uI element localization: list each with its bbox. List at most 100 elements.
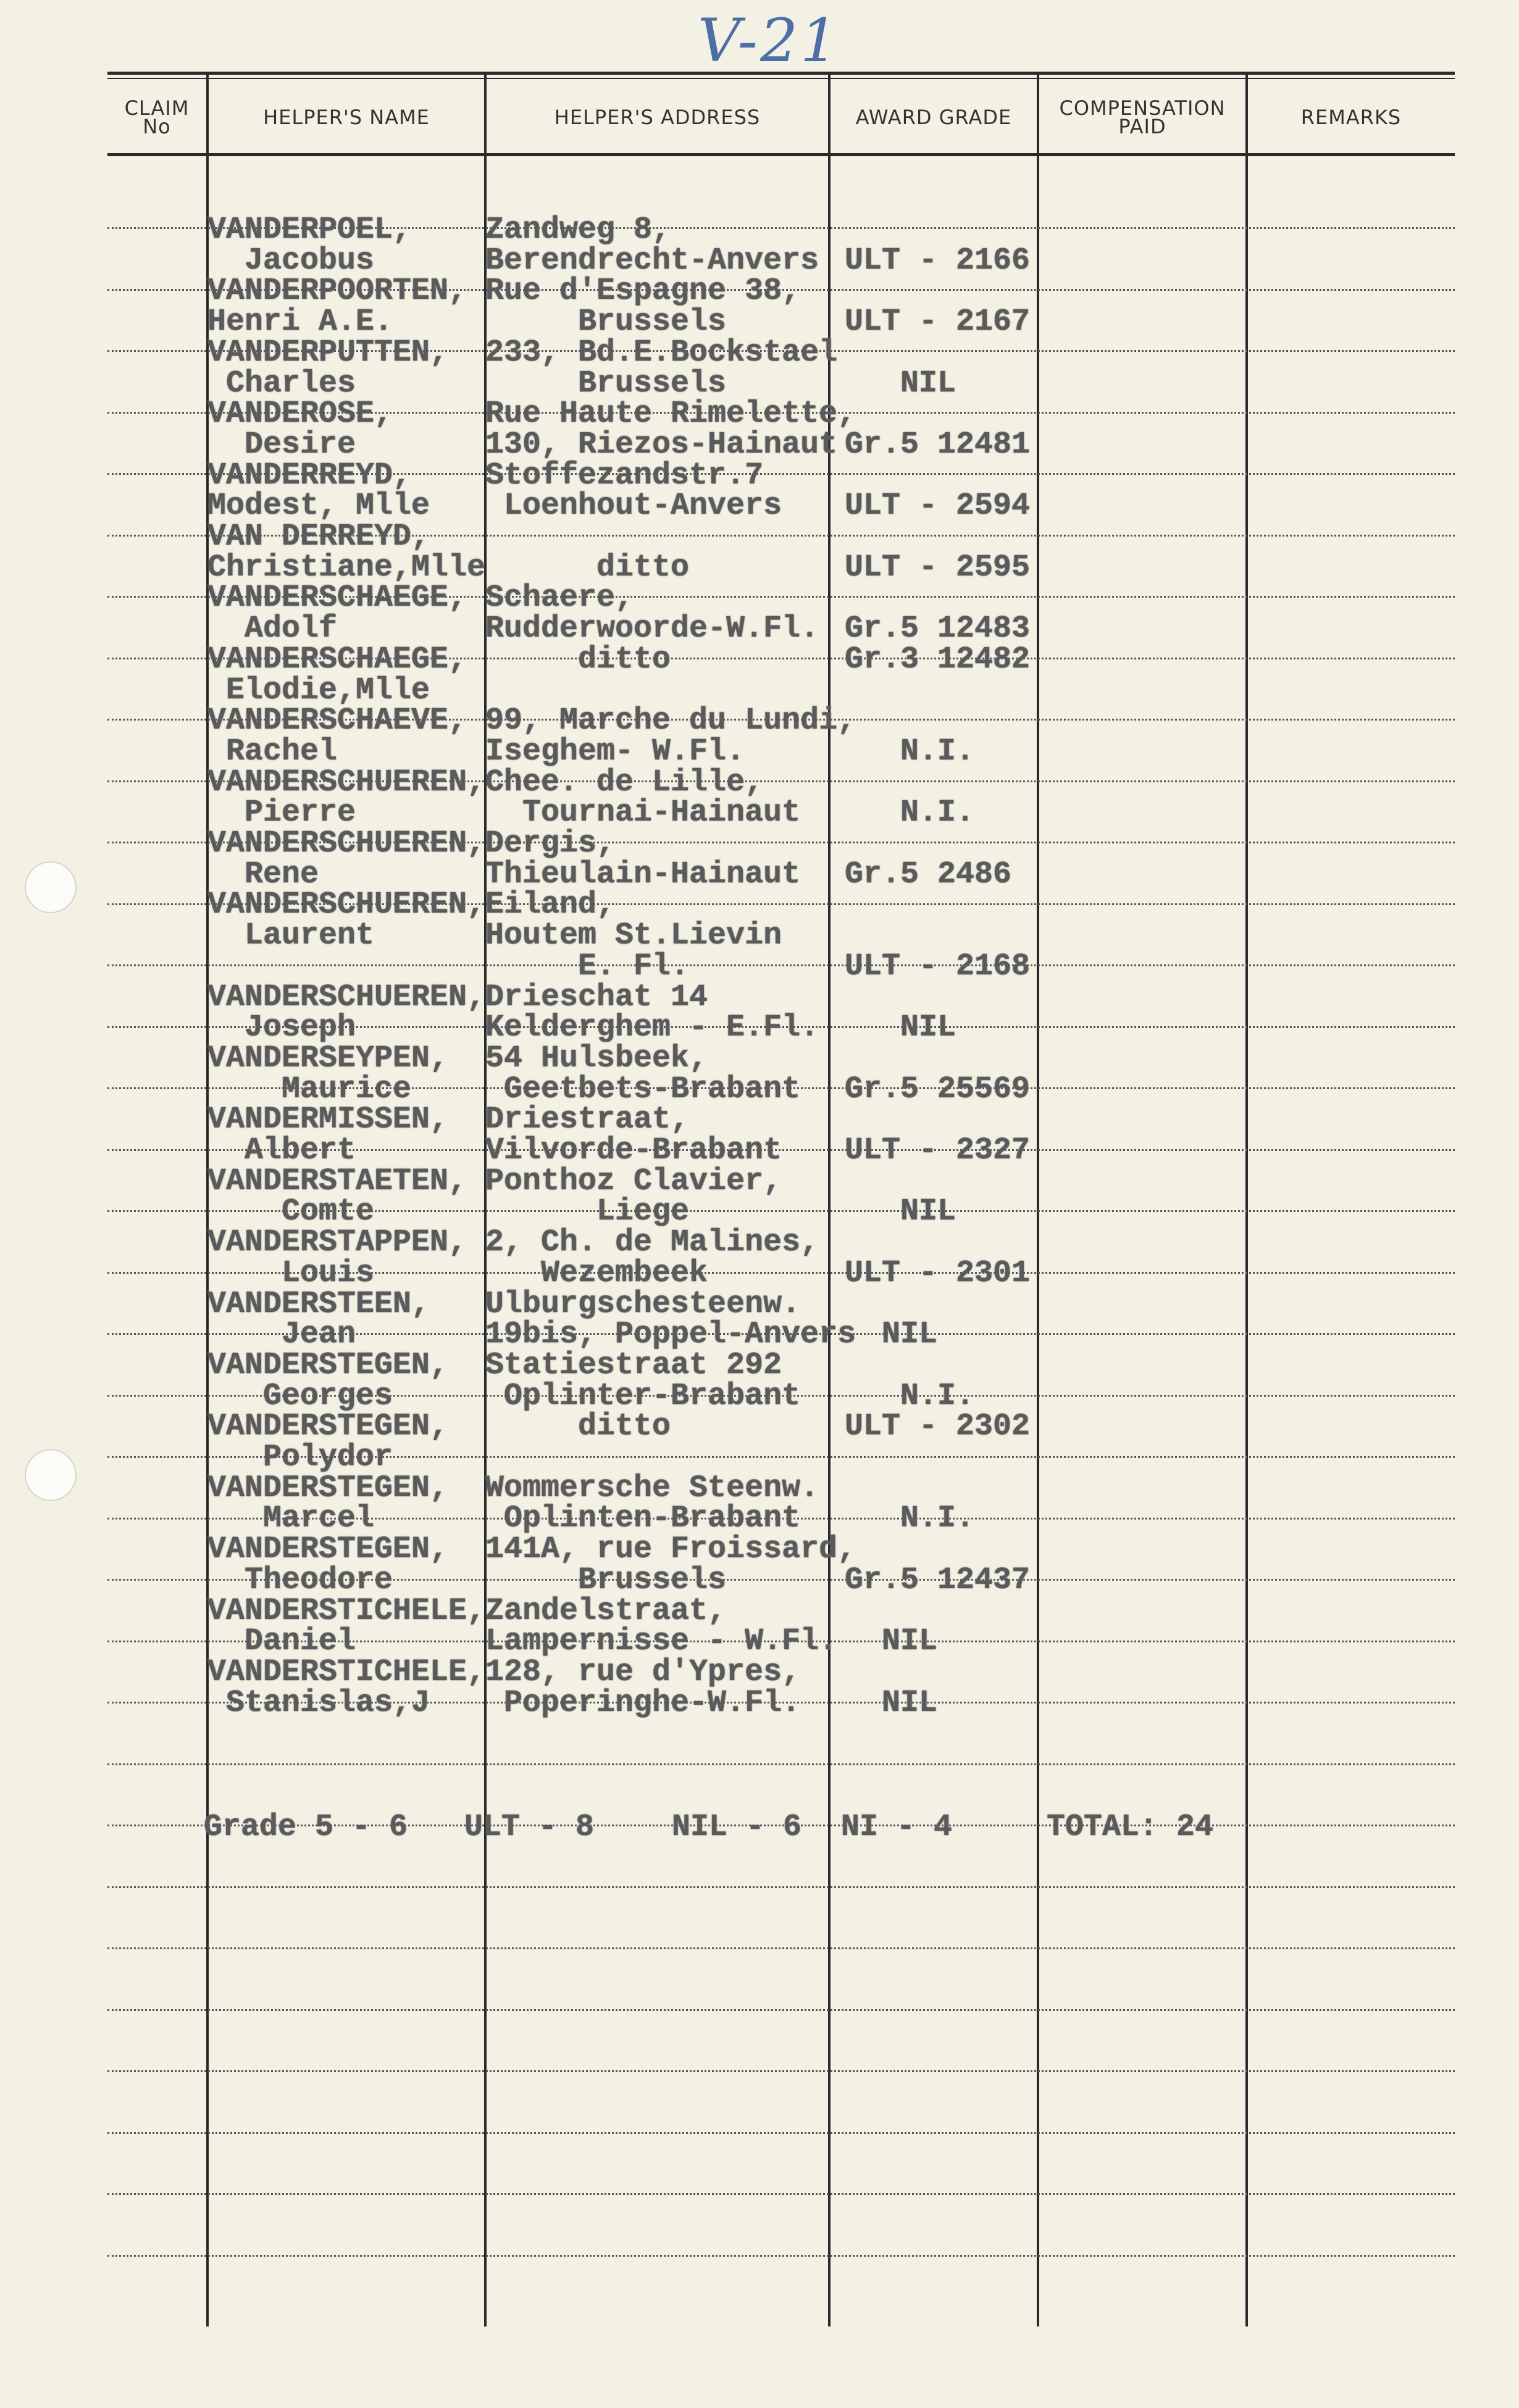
helper-address-text: Brussels bbox=[485, 366, 727, 401]
helper-address-text: Lampernisse - W.Fl. bbox=[485, 1624, 838, 1660]
helper-address-text: Eiland, bbox=[485, 887, 616, 923]
helper-name-text: Henri A.E. bbox=[207, 304, 393, 340]
header-claim-no: CLAIM No bbox=[124, 96, 190, 138]
helper-name-text: VANDERSEYPEN, bbox=[207, 1040, 449, 1076]
helper-name-text: VANDERSTEGEN, bbox=[207, 1470, 449, 1506]
ruled-line bbox=[107, 842, 1455, 843]
helper-address-text: Statiestraat 292 bbox=[485, 1347, 782, 1383]
helper-name-text: Adolf bbox=[207, 611, 338, 647]
header-award-grade: AWARD GRADE bbox=[855, 106, 1012, 129]
ruled-line bbox=[107, 1517, 1455, 1520]
helper-address-text: Oplinten-Brabant bbox=[485, 1501, 801, 1537]
helper-name-text: Marcel bbox=[207, 1501, 375, 1537]
helper-name-text: VANDERSCHAEGE, bbox=[207, 642, 467, 677]
ruled-line bbox=[107, 780, 1455, 782]
helper-name-text: Georges bbox=[207, 1378, 393, 1414]
award-grade-text: N.I. bbox=[845, 795, 975, 831]
helper-name-text: Daniel bbox=[207, 1624, 356, 1660]
helper-name-text: VANDERSTEGEN, bbox=[207, 1347, 449, 1383]
top-rule-thin bbox=[107, 78, 1455, 79]
helper-address-text: Iseghem- W.Fl. bbox=[485, 734, 745, 769]
helper-name-text: VANDERSCHUEREN, bbox=[207, 826, 486, 861]
helper-address-text: Rudderwoorde-W.Fl. bbox=[485, 611, 819, 647]
award-grade-text: NIL bbox=[845, 1010, 956, 1046]
helper-name-text: VANDERSCHUEREN, bbox=[207, 887, 486, 923]
helper-name-text: VANDERSTICHELE, bbox=[207, 1654, 486, 1690]
helper-address-text: Ulburgschesteenw. bbox=[485, 1286, 801, 1322]
ruled-line bbox=[107, 1825, 1455, 1826]
punch-hole bbox=[25, 861, 77, 913]
award-grade-text: N.I. bbox=[845, 734, 975, 769]
helper-name-text: VANDERSCHUEREN, bbox=[207, 979, 486, 1015]
award-grade-text: ULT - 2301 bbox=[845, 1255, 1031, 1291]
award-grade-text: Gr.5 25569 bbox=[845, 1071, 1031, 1107]
ruled-line bbox=[107, 1271, 1455, 1274]
ruled-line bbox=[107, 1886, 1455, 1888]
ruled-line bbox=[107, 1579, 1455, 1581]
award-grade-text: ULT - 2167 bbox=[845, 304, 1031, 340]
helper-name-text: VANDERPOORTEN, bbox=[207, 274, 467, 309]
ruled-line bbox=[107, 473, 1455, 475]
helper-address-text: ditto bbox=[485, 1409, 671, 1445]
helper-address-text: Tournai-Hainaut bbox=[485, 795, 801, 831]
ruled-line bbox=[107, 1640, 1455, 1642]
ruled-line bbox=[107, 2009, 1455, 2011]
helper-address-text: E. Fl. bbox=[485, 948, 690, 984]
award-grade-text: ULT - 2327 bbox=[845, 1133, 1031, 1168]
helper-name-text: VANDERSTEGEN, bbox=[207, 1532, 449, 1568]
helper-address-text: Berendrecht-Anvers bbox=[485, 243, 819, 278]
helper-name-text: Theodore bbox=[207, 1562, 393, 1598]
top-rule bbox=[107, 72, 1455, 75]
helper-address-text: Rue d'Espagne 38, bbox=[485, 274, 801, 309]
summary-total: TOTAL: 24 bbox=[1047, 1810, 1214, 1845]
header-helper-address: HELPER'S ADDRESS bbox=[554, 106, 761, 129]
award-grade-text: ULT - 2594 bbox=[845, 488, 1031, 524]
helper-address-text: Stoffezandstr.7 bbox=[485, 458, 764, 493]
punch-hole bbox=[25, 1449, 77, 1501]
helper-address-text: Brussels bbox=[485, 304, 727, 340]
award-grade-text: NIL bbox=[845, 1317, 938, 1353]
helper-address-text: ditto bbox=[485, 550, 690, 585]
helper-address-text: Liege bbox=[485, 1194, 690, 1230]
helper-address-text: Houtem St.Lievin bbox=[485, 918, 782, 954]
summary-nil: NIL - 6 bbox=[672, 1810, 802, 1845]
award-grade-text: Gr.5 12437 bbox=[845, 1562, 1031, 1598]
award-grade-text: N.I. bbox=[845, 1378, 975, 1414]
helper-address-text: Brussels bbox=[485, 1562, 727, 1598]
summary-ult: ULT - 8 bbox=[464, 1810, 595, 1845]
award-grade-text: NIL bbox=[845, 366, 956, 401]
helper-name-text: Comte bbox=[207, 1194, 375, 1230]
ruled-line bbox=[107, 534, 1455, 537]
helper-name-text: VANDERSTICHELE, bbox=[207, 1593, 486, 1629]
summary-ni: NI - 4 bbox=[841, 1810, 953, 1845]
column-divider bbox=[484, 73, 487, 2326]
award-grade-text: ULT - 2302 bbox=[845, 1409, 1031, 1445]
helper-name-text: Joseph bbox=[207, 1010, 356, 1046]
ruled-line bbox=[107, 350, 1455, 352]
helper-address-text: Chee. de Lille, bbox=[485, 764, 764, 800]
helper-name-text: VANDEROSE, bbox=[207, 396, 393, 432]
helper-name-text: VANDERPOEL, bbox=[207, 212, 412, 248]
helper-address-text: Poperinghe-W.Fl. bbox=[485, 1685, 801, 1721]
ruled-line bbox=[107, 2070, 1455, 2072]
ruled-line bbox=[107, 1026, 1455, 1028]
helper-name-text: VANDERMISSEN, bbox=[207, 1102, 449, 1138]
helper-address-text: Vilvorde-Brabant bbox=[485, 1133, 782, 1168]
helper-name-text: Albert bbox=[207, 1133, 356, 1168]
helper-name-text: Polydor bbox=[207, 1440, 393, 1475]
helper-address-text: Thieulain-Hainaut bbox=[485, 856, 801, 892]
helper-address-text: Kelderghem - E.Fl. bbox=[485, 1010, 819, 1046]
ruled-line bbox=[107, 411, 1455, 414]
ruled-line bbox=[107, 2131, 1455, 2134]
ruled-line bbox=[107, 719, 1455, 721]
summary-grade5: Grade 5 - 6 bbox=[204, 1810, 408, 1845]
ruled-line bbox=[107, 1702, 1455, 1704]
helper-address-text: 233, Bd.E.Bockstael bbox=[485, 335, 838, 370]
award-grade-text: NIL bbox=[845, 1194, 956, 1230]
helper-name-text: VANDERSTAPPEN, bbox=[207, 1225, 467, 1261]
helper-name-text: VANDERREYD, bbox=[207, 458, 412, 493]
helper-address-text: 19bis, Poppel-Anvers bbox=[485, 1317, 856, 1353]
ruled-line bbox=[107, 1394, 1455, 1397]
helper-name-text: VANDERPUTTEN, bbox=[207, 335, 449, 370]
